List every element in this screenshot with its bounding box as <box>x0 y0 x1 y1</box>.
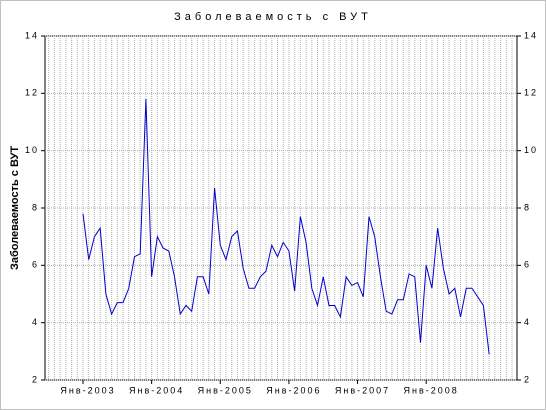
y2-tick-label: 14 <box>524 30 538 40</box>
x-tick-label: Янв-2006 <box>266 385 321 395</box>
y-tick-label: 14 <box>25 30 39 40</box>
y-tick-label: 12 <box>25 88 39 98</box>
y-axis-label: Заболеваемость с ВУТ <box>9 146 21 270</box>
y2-tick-label: 12 <box>524 88 538 98</box>
y-tick-label: 4 <box>32 317 39 327</box>
y2-tick-label: 6 <box>524 260 531 270</box>
y2-tick-label: 2 <box>524 374 531 384</box>
x-tick-label: Янв-2005 <box>198 385 253 395</box>
y-tick-label: 6 <box>32 260 39 270</box>
y2-tick-label: 10 <box>524 145 538 155</box>
x-tick-label: Янв-2008 <box>404 385 459 395</box>
x-tick-label: Янв-2003 <box>60 385 115 395</box>
y-tick-label: 10 <box>25 145 39 155</box>
data-line <box>82 99 490 355</box>
chart-title: Заболеваемость с ВУТ <box>174 11 372 23</box>
y-tick-label: 2 <box>32 374 39 384</box>
y2-tick-label: 4 <box>524 317 531 327</box>
y2-tick-label: 8 <box>524 202 531 212</box>
x-tick-label: Янв-2004 <box>129 385 184 395</box>
x-tick-label: Янв-2007 <box>335 385 390 395</box>
y-tick-label: 8 <box>32 202 39 212</box>
